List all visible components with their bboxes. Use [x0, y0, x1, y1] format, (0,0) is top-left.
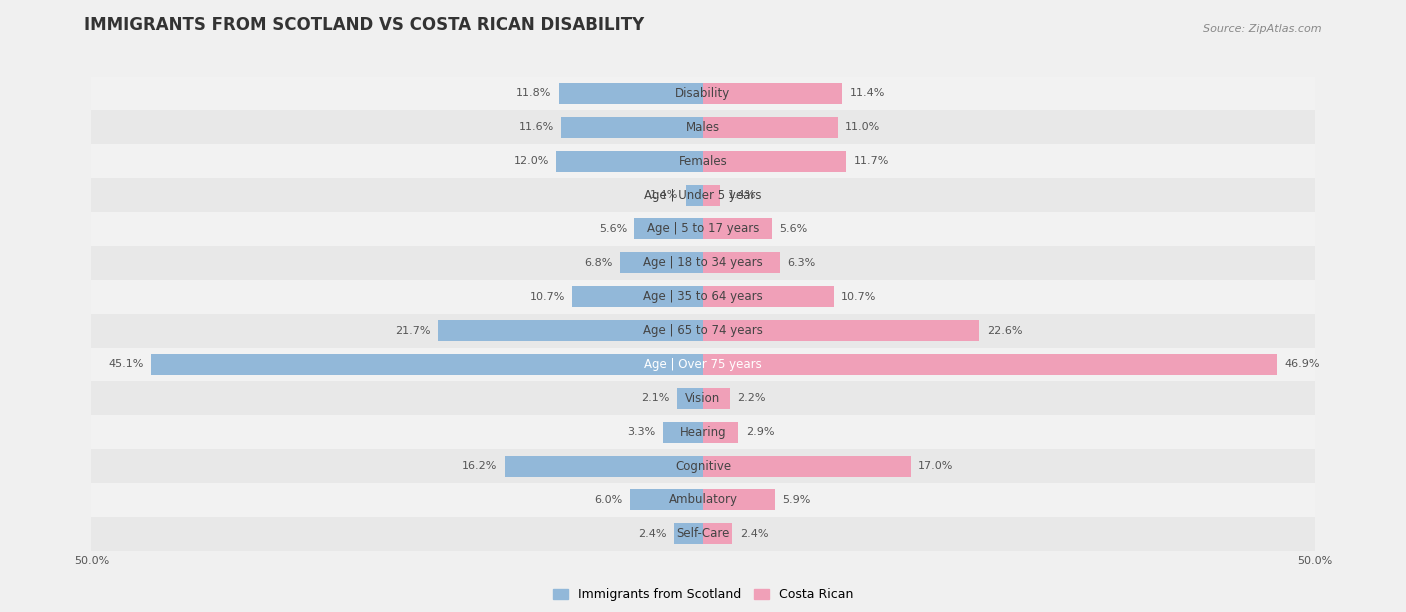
- Text: Hearing: Hearing: [679, 426, 727, 439]
- Bar: [703, 523, 733, 544]
- Text: 2.2%: 2.2%: [737, 394, 766, 403]
- Text: 11.7%: 11.7%: [853, 156, 889, 166]
- Bar: [703, 422, 738, 442]
- Text: Vision: Vision: [685, 392, 721, 405]
- Text: 2.9%: 2.9%: [745, 427, 775, 437]
- Text: 1.4%: 1.4%: [650, 190, 679, 200]
- Text: 1.4%: 1.4%: [727, 190, 756, 200]
- Bar: [91, 280, 1315, 314]
- Text: Age | 65 to 74 years: Age | 65 to 74 years: [643, 324, 763, 337]
- Text: Disability: Disability: [675, 87, 731, 100]
- Bar: [91, 517, 1315, 551]
- Bar: [558, 83, 703, 104]
- Text: 12.0%: 12.0%: [513, 156, 548, 166]
- Bar: [620, 252, 703, 274]
- Bar: [703, 83, 842, 104]
- Bar: [91, 348, 1315, 381]
- Bar: [630, 490, 703, 510]
- Text: 45.1%: 45.1%: [108, 359, 143, 370]
- Text: 2.4%: 2.4%: [638, 529, 666, 539]
- Text: 2.1%: 2.1%: [641, 394, 671, 403]
- Text: 3.3%: 3.3%: [627, 427, 655, 437]
- Bar: [561, 117, 703, 138]
- Text: Age | 18 to 34 years: Age | 18 to 34 years: [643, 256, 763, 269]
- Text: 11.6%: 11.6%: [519, 122, 554, 132]
- Bar: [152, 354, 703, 375]
- Bar: [91, 416, 1315, 449]
- Text: 5.9%: 5.9%: [783, 495, 811, 505]
- Bar: [634, 218, 703, 239]
- Text: 6.0%: 6.0%: [593, 495, 623, 505]
- Bar: [703, 218, 772, 239]
- Bar: [703, 455, 911, 477]
- Text: 17.0%: 17.0%: [918, 461, 953, 471]
- Text: Age | 35 to 64 years: Age | 35 to 64 years: [643, 290, 763, 303]
- Text: 5.6%: 5.6%: [599, 224, 627, 234]
- Text: 11.0%: 11.0%: [845, 122, 880, 132]
- Text: 6.8%: 6.8%: [583, 258, 613, 268]
- Text: Age | 5 to 17 years: Age | 5 to 17 years: [647, 222, 759, 236]
- Bar: [505, 455, 703, 477]
- Bar: [91, 449, 1315, 483]
- Text: Males: Males: [686, 121, 720, 134]
- Bar: [91, 110, 1315, 144]
- Bar: [91, 483, 1315, 517]
- Legend: Immigrants from Scotland, Costa Rican: Immigrants from Scotland, Costa Rican: [553, 589, 853, 602]
- Text: Ambulatory: Ambulatory: [668, 493, 738, 507]
- Bar: [703, 286, 834, 307]
- Bar: [572, 286, 703, 307]
- Bar: [91, 381, 1315, 416]
- Bar: [703, 490, 775, 510]
- Bar: [703, 354, 1277, 375]
- Text: 11.4%: 11.4%: [849, 89, 886, 99]
- Bar: [703, 252, 780, 274]
- Bar: [703, 185, 720, 206]
- Text: Age | Over 75 years: Age | Over 75 years: [644, 358, 762, 371]
- Text: 10.7%: 10.7%: [530, 292, 565, 302]
- Text: 22.6%: 22.6%: [987, 326, 1022, 335]
- Bar: [91, 144, 1315, 178]
- Bar: [662, 422, 703, 442]
- Text: 5.6%: 5.6%: [779, 224, 807, 234]
- Bar: [703, 151, 846, 172]
- Text: Age | Under 5 years: Age | Under 5 years: [644, 188, 762, 201]
- Bar: [678, 388, 703, 409]
- Text: Females: Females: [679, 155, 727, 168]
- Bar: [703, 320, 980, 341]
- Bar: [686, 185, 703, 206]
- Text: 10.7%: 10.7%: [841, 292, 876, 302]
- Text: IMMIGRANTS FROM SCOTLAND VS COSTA RICAN DISABILITY: IMMIGRANTS FROM SCOTLAND VS COSTA RICAN …: [84, 16, 644, 34]
- Text: Self-Care: Self-Care: [676, 528, 730, 540]
- Text: Cognitive: Cognitive: [675, 460, 731, 472]
- Bar: [703, 388, 730, 409]
- Bar: [91, 246, 1315, 280]
- Text: 16.2%: 16.2%: [463, 461, 498, 471]
- Bar: [437, 320, 703, 341]
- Text: Source: ZipAtlas.com: Source: ZipAtlas.com: [1204, 24, 1322, 34]
- Text: 6.3%: 6.3%: [787, 258, 815, 268]
- Bar: [91, 76, 1315, 110]
- Text: 2.4%: 2.4%: [740, 529, 768, 539]
- Bar: [91, 178, 1315, 212]
- Bar: [703, 117, 838, 138]
- Bar: [91, 313, 1315, 348]
- Text: 21.7%: 21.7%: [395, 326, 430, 335]
- Bar: [557, 151, 703, 172]
- Bar: [673, 523, 703, 544]
- Text: 11.8%: 11.8%: [516, 89, 551, 99]
- Text: 46.9%: 46.9%: [1284, 359, 1319, 370]
- Bar: [91, 212, 1315, 246]
